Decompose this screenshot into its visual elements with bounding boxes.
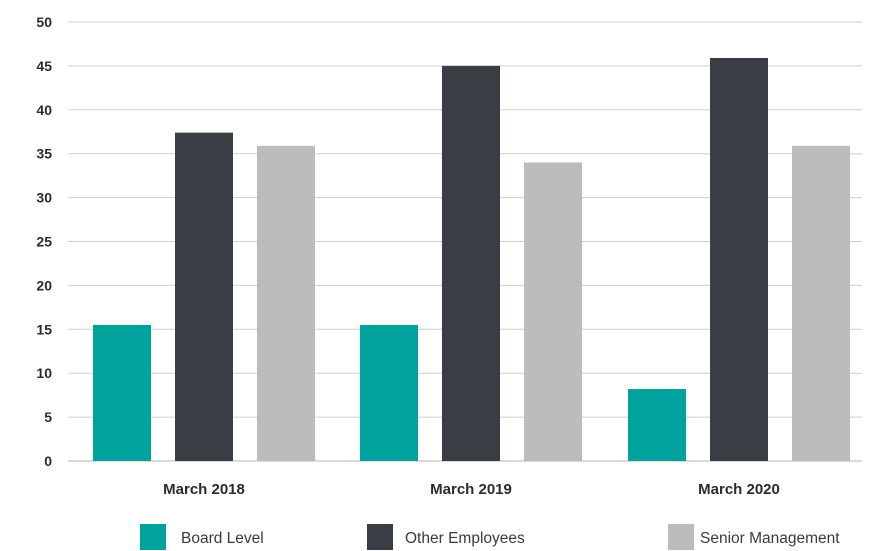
y-tick-label: 25: [36, 234, 52, 250]
x-tick-label: March 2019: [430, 481, 512, 498]
legend-label: Other Employees: [405, 530, 525, 547]
bar-other-employees-march-2019: [442, 65, 500, 462]
bar-other-employees-march-2020: [710, 57, 768, 462]
y-tick-label: 50: [36, 14, 52, 30]
legend-label: Senior Management: [700, 530, 840, 547]
y-tick-label: 20: [36, 277, 52, 293]
legend-label: Board Level: [181, 530, 264, 547]
x-tick-label: March 2020: [698, 481, 780, 498]
y-tick-label: 35: [36, 146, 52, 162]
legend-swatch: [140, 524, 166, 550]
bar-senior-management-march-2018: [257, 145, 315, 461]
y-axis-tick-labels: 0 5 10 15 20 25 30 35 40 45 50: [36, 14, 52, 469]
bar-senior-management-march-2019: [524, 162, 582, 462]
legend: Board Level Other Employees Senior Managem…: [140, 524, 840, 550]
x-axis-tick-labels: March 2018 March 2019 March 2020: [163, 481, 780, 498]
bar-board-level-march-2020: [628, 389, 686, 461]
bar-board-level-march-2018: [93, 324, 151, 461]
x-tick-label: March 2018: [163, 481, 245, 498]
y-tick-label: 45: [36, 58, 52, 74]
y-tick-label: 15: [36, 321, 52, 337]
bars: [93, 57, 850, 462]
bar-other-employees-march-2018: [175, 132, 233, 462]
bar-senior-management-march-2020: [792, 145, 850, 461]
y-tick-label: 30: [36, 190, 52, 206]
y-tick-label: 5: [44, 409, 52, 425]
y-tick-label: 0: [44, 453, 52, 469]
legend-swatch: [367, 524, 393, 550]
legend-swatch: [668, 524, 694, 550]
bar-board-level-march-2019: [360, 324, 418, 461]
y-tick-label: 10: [36, 365, 52, 381]
y-tick-label: 40: [36, 102, 52, 118]
